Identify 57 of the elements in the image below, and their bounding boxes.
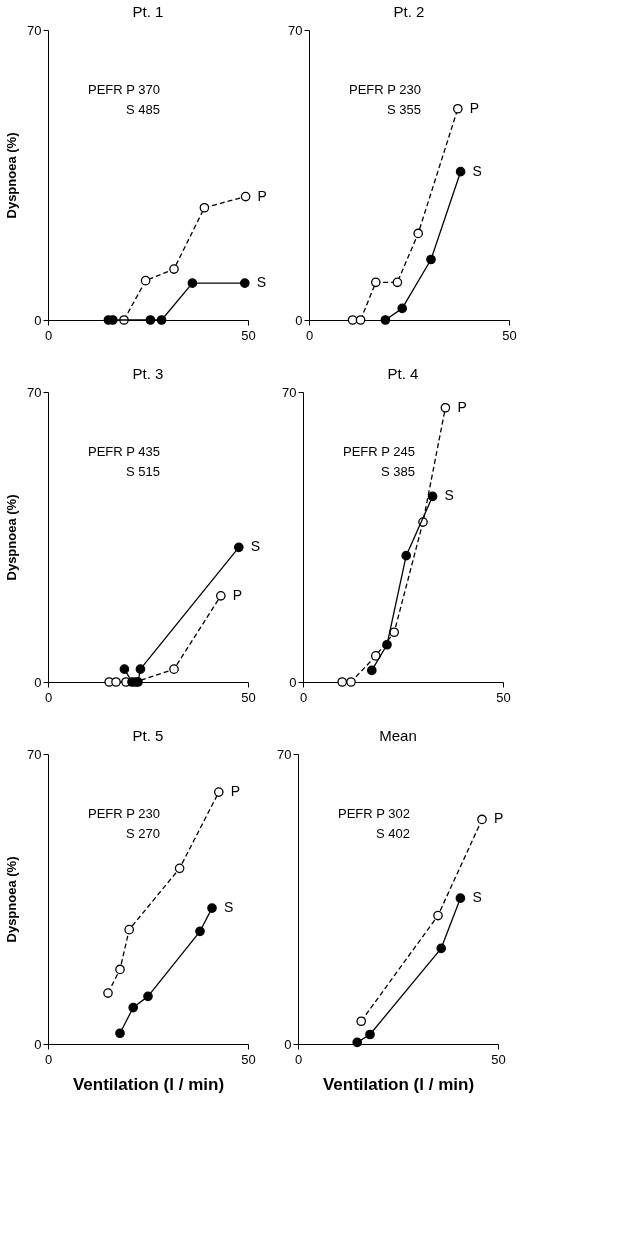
series-label: P <box>230 783 241 800</box>
y-axis-title: Dyspnoea (%) <box>4 856 20 943</box>
series-label: S <box>472 889 482 906</box>
x-tick-label: 50 <box>241 689 256 705</box>
y-tick-label: 0 <box>34 312 42 328</box>
y-tick-label: 0 <box>34 1036 42 1052</box>
x-tick-label: 0 <box>44 1051 53 1067</box>
annotation: PEFR P 435 <box>87 444 160 459</box>
y-tick-label: 0 <box>34 674 42 690</box>
y-tick-label: 70 <box>27 746 42 762</box>
y-axis-title: Dyspnoea (%) <box>4 132 20 219</box>
y-tick-label: 70 <box>27 384 42 400</box>
series-label: S <box>444 487 454 504</box>
series-label: S <box>250 538 261 555</box>
x-axis-title: Ventilation (l / min) <box>72 1074 225 1094</box>
series-label: S <box>256 274 267 291</box>
y-tick-label: 70 <box>288 22 303 38</box>
x-tick-label: 50 <box>241 1051 256 1067</box>
annotation: PEFR P 230 <box>87 806 160 821</box>
annotation: S 485 <box>126 102 160 117</box>
x-tick-label: 0 <box>305 327 314 343</box>
annotation: S 402 <box>376 826 410 841</box>
y-tick-label: 0 <box>289 674 297 690</box>
y-tick-label: 70 <box>282 384 297 400</box>
x-tick-label: 50 <box>502 327 517 343</box>
annotation: S 355 <box>387 102 421 117</box>
x-axis-title: Ventilation (l / min) <box>322 1074 475 1094</box>
x-tick-label: 0 <box>44 327 53 343</box>
y-axis-title: Dyspnoea (%) <box>4 494 20 581</box>
y-tick-label: 70 <box>277 746 292 762</box>
annotation: PEFR P 302 <box>337 806 410 821</box>
series-label: S <box>224 899 234 916</box>
series-label: P <box>457 398 467 415</box>
chart-title: Pt. 1 <box>132 3 164 20</box>
annotation: S 385 <box>381 464 415 479</box>
y-tick-label: 0 <box>284 1036 292 1052</box>
chart-title: Pt. 3 <box>132 365 164 382</box>
x-tick-label: 50 <box>491 1051 506 1067</box>
series-label: P <box>232 586 243 603</box>
y-tick-label: 70 <box>27 22 42 38</box>
series-label: P <box>257 187 267 204</box>
chart-title: Pt. 2 <box>393 3 425 20</box>
series-label: P <box>469 99 480 116</box>
series-label: P <box>494 810 504 827</box>
annotation: PEFR P 245 <box>342 444 415 459</box>
annotation: S 270 <box>126 826 160 841</box>
chart-title: Pt. 4 <box>387 365 419 382</box>
x-tick-label: 50 <box>241 327 256 343</box>
x-tick-label: 0 <box>44 689 53 705</box>
chart-title: Pt. 5 <box>132 727 164 744</box>
annotation: PEFR P 370 <box>87 82 160 97</box>
x-tick-label: 50 <box>496 689 511 705</box>
annotation: S 515 <box>126 464 160 479</box>
chart-title: Mean <box>379 727 417 744</box>
y-tick-label: 0 <box>295 312 303 328</box>
annotation: PEFR P 230 <box>348 82 421 97</box>
series-label: S <box>472 162 482 179</box>
